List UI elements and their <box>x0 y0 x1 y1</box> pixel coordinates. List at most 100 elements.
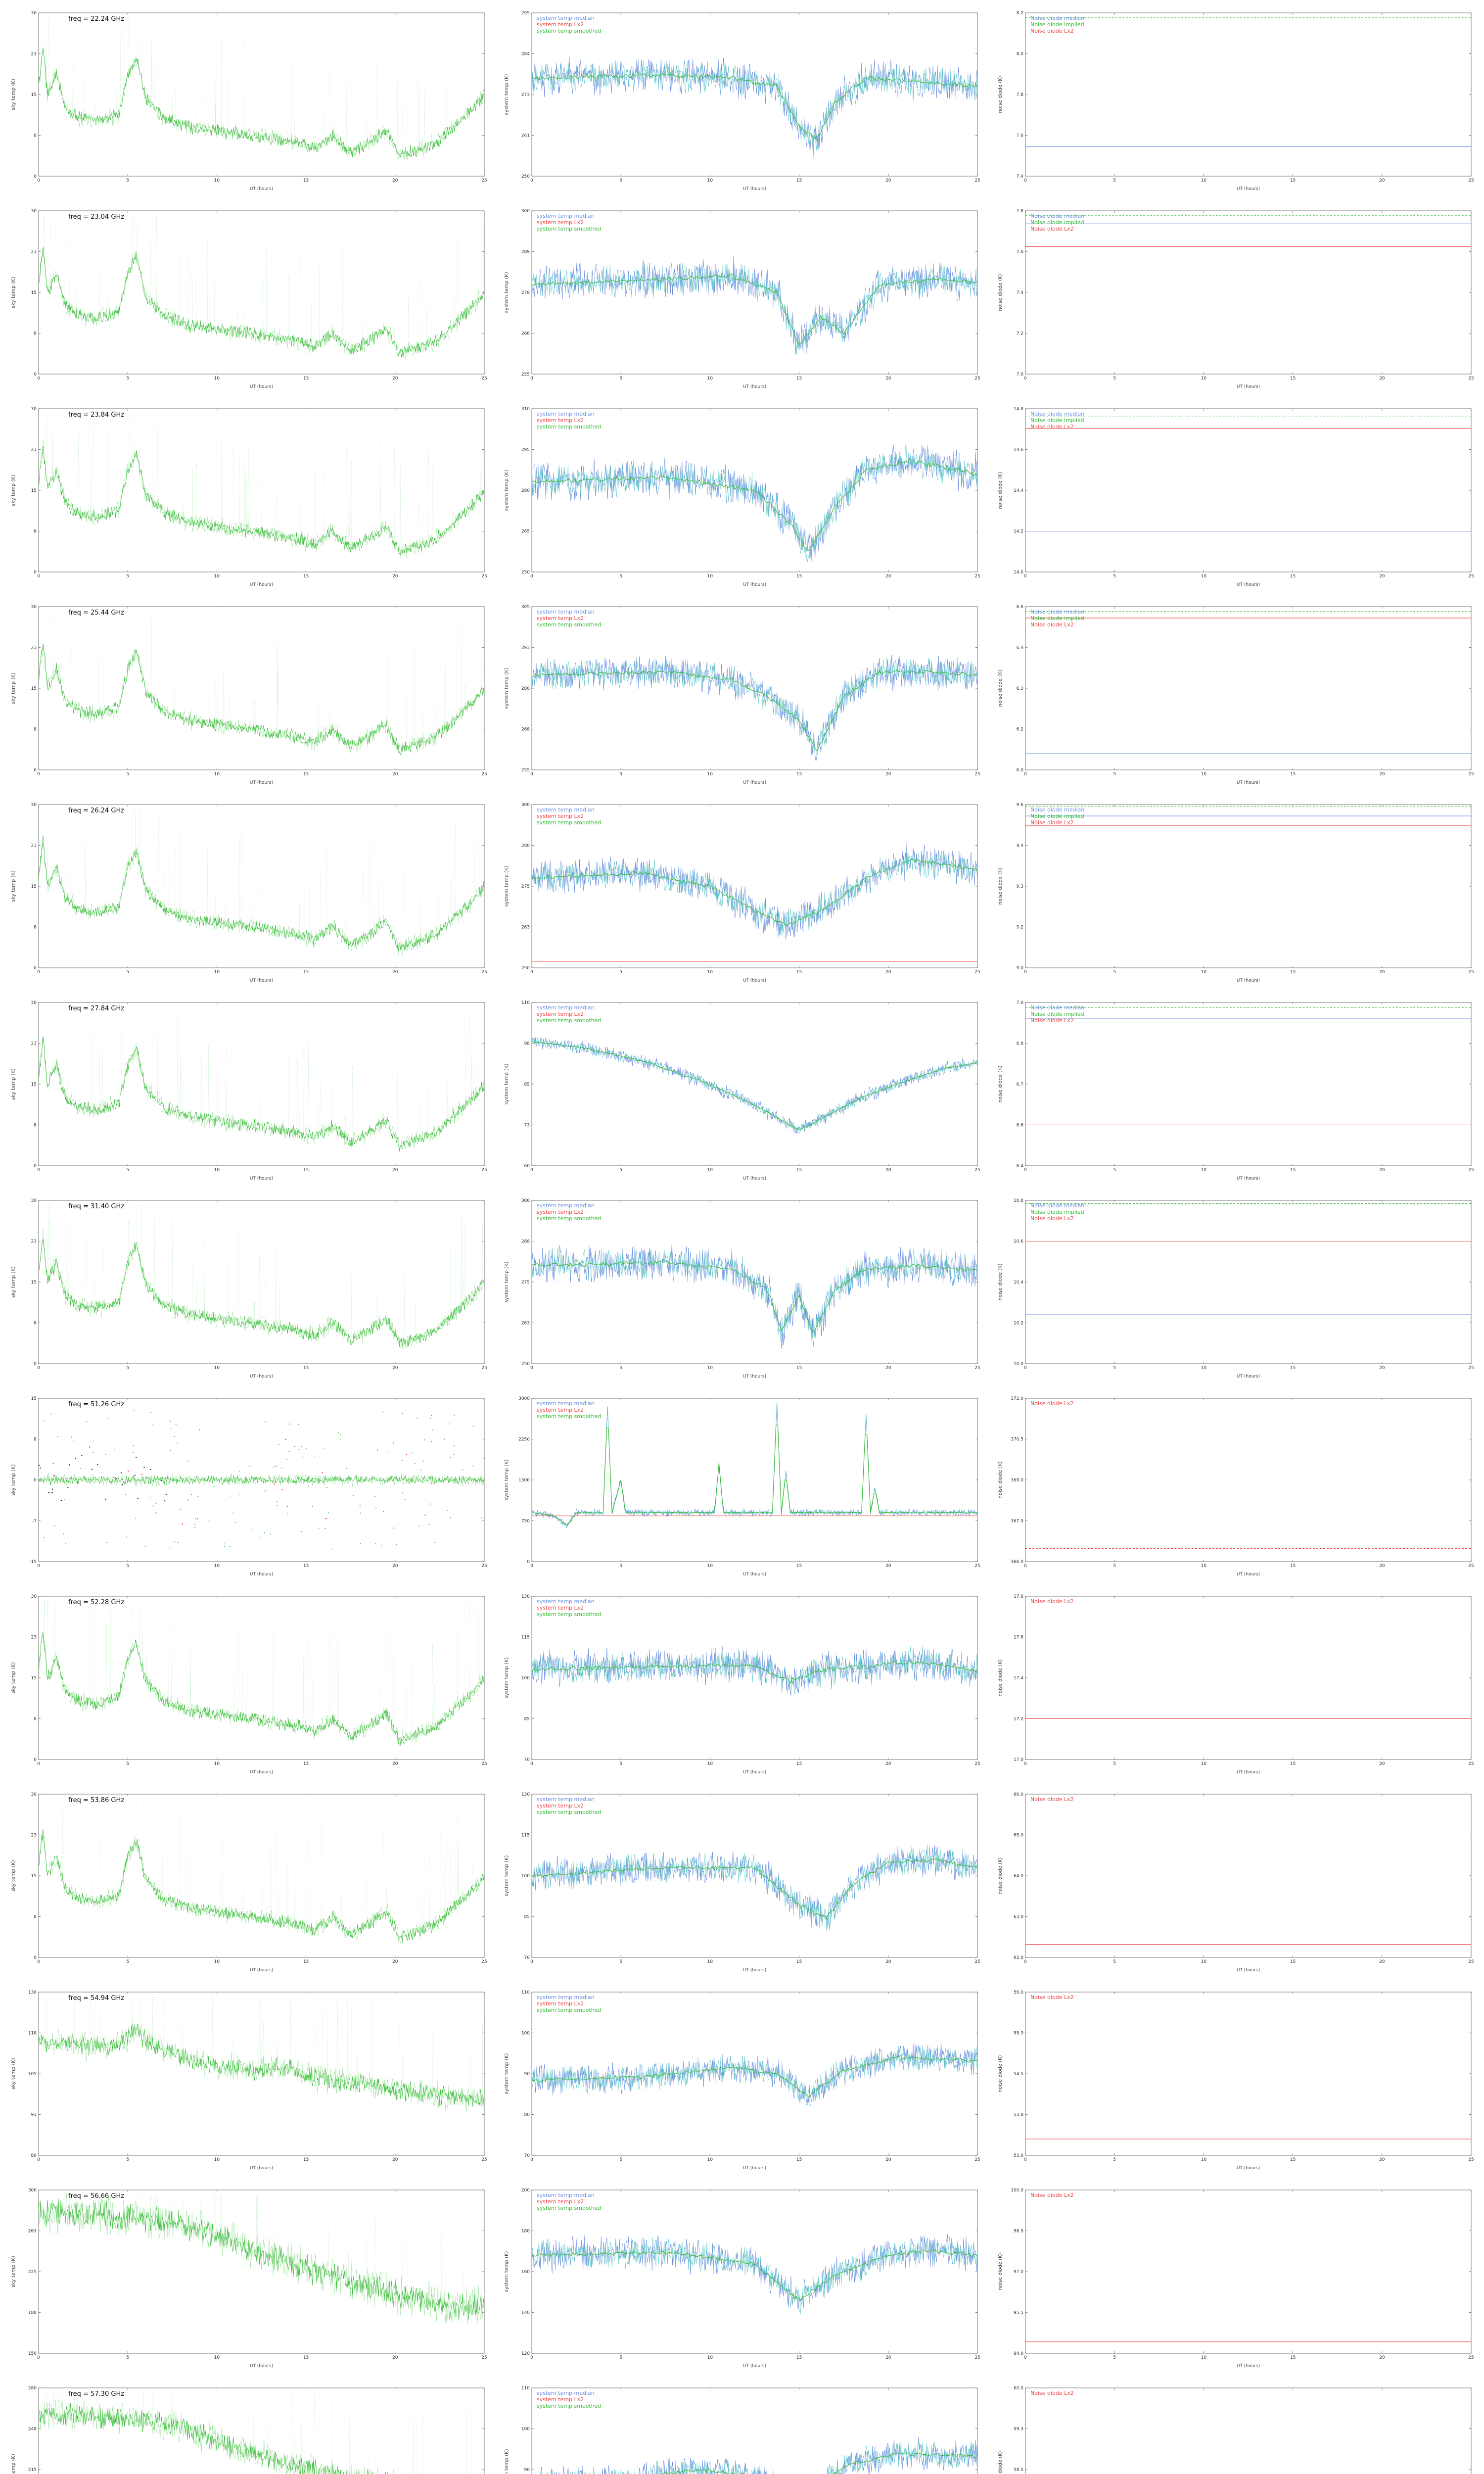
svg-text:25: 25 <box>481 376 487 381</box>
legend-entry: system temp median <box>537 1994 595 2000</box>
svg-text:1500: 1500 <box>518 1478 530 1483</box>
svg-text:25: 25 <box>1468 2157 1474 2162</box>
svg-text:0: 0 <box>34 1362 37 1367</box>
svg-text:10: 10 <box>1201 1761 1206 1766</box>
freq-title: freq = 54.94 GHz <box>68 1995 124 2002</box>
svg-text:system temp (K): system temp (K) <box>504 74 510 115</box>
svg-text:9.6: 9.6 <box>1016 803 1023 808</box>
svg-text:15: 15 <box>1290 574 1296 579</box>
plot-row: 0 5 10 15 20 25 UT (hours) 0 8 15 23 30 sky temp (K)… <box>8 800 1476 984</box>
svg-text:UT (hours): UT (hours) <box>250 1374 273 1379</box>
svg-text:20: 20 <box>392 574 398 579</box>
legend-entry: system temp smoothed <box>537 1017 601 1024</box>
svg-text:80: 80 <box>524 2113 530 2118</box>
svg-text:7.6: 7.6 <box>1016 134 1023 139</box>
svg-text:25: 25 <box>975 1761 980 1766</box>
svg-text:8.0: 8.0 <box>1016 52 1023 57</box>
svg-text:14.4: 14.4 <box>1014 488 1023 493</box>
svg-text:250: 250 <box>521 1362 530 1367</box>
svg-text:20: 20 <box>1379 1366 1385 1371</box>
legend-entry: system temp Lx2 <box>537 2000 584 2007</box>
svg-text:0: 0 <box>530 1564 533 1569</box>
legend-entry: system temp Lx2 <box>537 1803 584 1809</box>
svg-text:0: 0 <box>34 372 37 377</box>
svg-text:17.8: 17.8 <box>1014 1594 1023 1599</box>
svg-text:20: 20 <box>1379 772 1385 777</box>
svg-text:25: 25 <box>481 178 487 183</box>
legend-entry: system temp Lx2 <box>537 813 584 819</box>
panel-sky-row3: 0 5 10 15 20 25 UT (hours) 0 8 15 23 30 sky temp (K)… <box>8 404 489 588</box>
svg-text:5: 5 <box>620 1366 623 1371</box>
plot-row: 0 5 10 15 20 25 UT (hours) 0 8 15 23 30 sky temp (K)… <box>8 1591 1476 1775</box>
svg-text:25: 25 <box>1468 1366 1474 1371</box>
svg-text:20: 20 <box>885 178 891 183</box>
svg-text:5: 5 <box>1113 376 1116 381</box>
svg-text:15: 15 <box>796 1564 802 1569</box>
panel-noisediode-row10: 0 5 10 15 20 25 UT (hours) 62.0 63.0 64.0 65.0 66.0… <box>994 1789 1476 1973</box>
svg-text:sky temp (K): sky temp (K) <box>11 2058 16 2090</box>
svg-text:5: 5 <box>126 376 129 381</box>
svg-text:15: 15 <box>31 488 37 493</box>
panel-noisediode-row1: 0 5 10 15 20 25 UT (hours) 7.4 7.6 7.8 8.0 8.2 noise… <box>994 8 1476 192</box>
panel-systemp-row5: 0 5 10 15 20 25 UT (hours) 250 263 275 288 300 syste… <box>501 800 983 984</box>
svg-text:110: 110 <box>521 1000 530 1005</box>
svg-text:0: 0 <box>37 772 40 777</box>
legend-entry: system temp median <box>537 1202 595 1209</box>
svg-text:system temp (K): system temp (K) <box>504 1657 510 1698</box>
freq-title: freq = 51.26 GHz <box>68 1401 124 1408</box>
panel-systemp-row11: 0 5 10 15 20 25 UT (hours) 70 80 90 100 110 system t… <box>501 1987 983 2171</box>
svg-text:5: 5 <box>126 178 129 183</box>
legend-entry: Noise diode Lx2 <box>1030 2192 1074 2198</box>
freq-title: freq = 26.24 GHz <box>68 807 124 814</box>
freq-title: freq = 23.04 GHz <box>68 213 124 221</box>
svg-text:15: 15 <box>1290 772 1296 777</box>
legend-entry: system temp median <box>537 2192 595 2198</box>
svg-text:20: 20 <box>885 1366 891 1371</box>
svg-text:system temp (K): system temp (K) <box>504 1855 510 1896</box>
svg-text:95.5: 95.5 <box>1014 2311 1023 2316</box>
svg-text:sky temp (K): sky temp (K) <box>11 1068 16 1100</box>
svg-text:10.4: 10.4 <box>1014 1280 1023 1285</box>
svg-text:0: 0 <box>37 1761 40 1766</box>
svg-text:15: 15 <box>1290 1761 1296 1766</box>
svg-text:250: 250 <box>521 174 530 179</box>
svg-text:noise diode (K): noise diode (K) <box>998 2451 1003 2474</box>
svg-text:15: 15 <box>303 178 309 183</box>
svg-text:0: 0 <box>527 1560 530 1565</box>
svg-text:25: 25 <box>975 1366 980 1371</box>
svg-text:9.0: 9.0 <box>1016 966 1023 971</box>
svg-text:64.0: 64.0 <box>1014 1874 1023 1879</box>
svg-text:15: 15 <box>796 1761 802 1766</box>
svg-text:25: 25 <box>481 1564 487 1569</box>
svg-text:0: 0 <box>530 1761 533 1766</box>
svg-text:20: 20 <box>392 178 398 183</box>
svg-text:6.8: 6.8 <box>1016 1042 1023 1047</box>
svg-text:30: 30 <box>31 209 37 214</box>
svg-text:0: 0 <box>530 1168 533 1173</box>
freq-title: freq = 23.84 GHz <box>68 411 124 419</box>
panel-noisediode-row11: 0 5 10 15 20 25 UT (hours) 53.0 53.8 54.5 55.3 56.0… <box>994 1987 1476 2171</box>
svg-text:17.0: 17.0 <box>1014 1758 1023 1762</box>
svg-text:5: 5 <box>620 970 623 975</box>
svg-text:5: 5 <box>126 1761 129 1766</box>
svg-text:15: 15 <box>31 93 37 97</box>
svg-text:UT (hours): UT (hours) <box>1237 187 1260 191</box>
svg-text:15: 15 <box>1290 2355 1296 2360</box>
svg-text:10: 10 <box>707 2157 713 2162</box>
svg-text:25: 25 <box>975 574 980 579</box>
svg-text:15: 15 <box>796 2355 802 2360</box>
svg-text:10: 10 <box>214 574 220 579</box>
svg-text:250: 250 <box>521 966 530 971</box>
panel-sky-row4: 0 5 10 15 20 25 UT (hours) 0 8 15 23 30 sky temp (K)… <box>8 602 489 786</box>
svg-text:0: 0 <box>37 178 40 183</box>
panel-systemp-row12: 0 5 10 15 20 25 UT (hours) 120 140 160 180 200 syste… <box>501 2185 983 2369</box>
svg-text:30: 30 <box>31 407 37 412</box>
svg-text:20: 20 <box>885 376 891 381</box>
svg-text:UT (hours): UT (hours) <box>743 582 766 587</box>
svg-text:system temp (K): system temp (K) <box>504 2449 510 2474</box>
panel-noisediode-row12: 0 5 10 15 20 25 UT (hours) 94.0 95.5 97.0 98.5 100.… <box>994 2185 1476 2369</box>
legend-entry: system temp smoothed <box>537 28 601 34</box>
legend-entry: system temp Lx2 <box>537 2396 584 2403</box>
svg-text:noise diode (K): noise diode (K) <box>998 2055 1003 2092</box>
svg-text:100: 100 <box>521 1874 530 1879</box>
